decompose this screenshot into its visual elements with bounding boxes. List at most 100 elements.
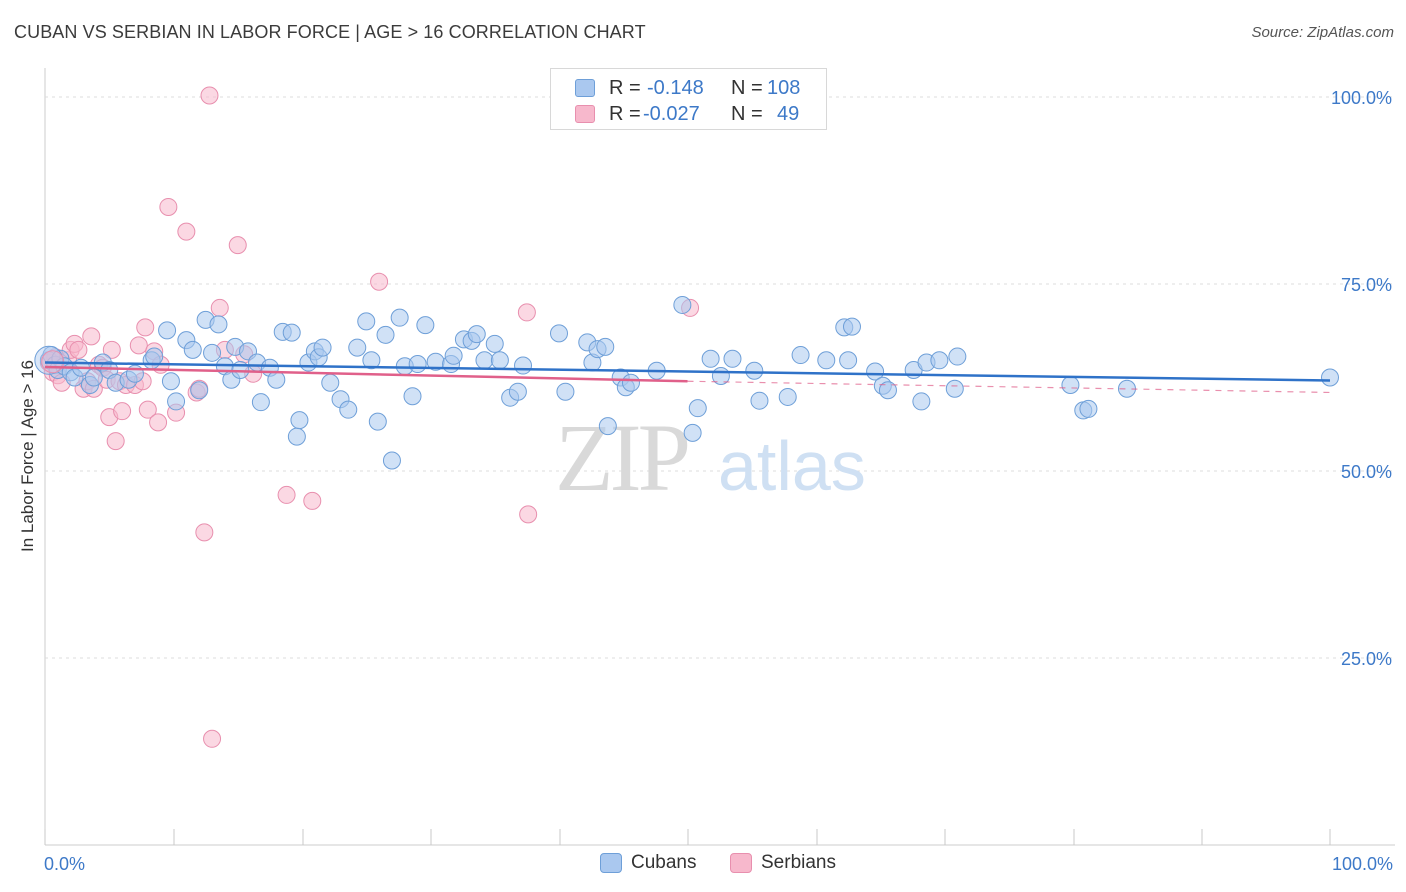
legend-r-value-cubans: -0.148 bbox=[647, 77, 704, 99]
cuban-point bbox=[1061, 375, 1080, 394]
cuban-point bbox=[598, 417, 617, 436]
serbian-point bbox=[113, 402, 132, 421]
cuban-point bbox=[84, 368, 103, 387]
legend-r-label: R = bbox=[609, 103, 641, 125]
y-tick-label: 50.0% bbox=[1341, 462, 1392, 482]
cuban-point bbox=[683, 423, 702, 442]
cuban-point bbox=[490, 351, 509, 370]
watermark-zip: ZIP bbox=[555, 404, 688, 511]
cubans-trend-line bbox=[44, 361, 1331, 382]
cuban-point bbox=[416, 316, 435, 335]
cuban-point bbox=[348, 338, 367, 357]
serbian-point bbox=[82, 327, 101, 346]
serbian-point bbox=[136, 318, 155, 337]
cuban-point bbox=[750, 391, 769, 410]
cubans-swatch-icon bbox=[575, 79, 595, 97]
serbian-point bbox=[106, 432, 125, 451]
cubans-legend-label: Cubans bbox=[631, 852, 697, 873]
cuban-point bbox=[290, 411, 309, 430]
cuban-point bbox=[556, 382, 575, 401]
cuban-point bbox=[158, 321, 177, 340]
chart-title: CUBAN VS SERBIAN IN LABOR FORCE | AGE > … bbox=[14, 22, 646, 42]
cuban-point bbox=[145, 347, 164, 366]
legend-r-label: R = bbox=[609, 77, 641, 99]
cuban-point bbox=[203, 343, 222, 362]
cuban-point bbox=[745, 361, 764, 380]
serbian-point bbox=[277, 485, 296, 504]
cuban-point bbox=[673, 295, 692, 314]
cuban-point bbox=[408, 355, 427, 374]
cuban-point bbox=[791, 346, 810, 365]
cuban-point bbox=[287, 427, 306, 446]
cuban-point bbox=[357, 312, 376, 331]
serbians-swatch-icon bbox=[575, 105, 595, 123]
cuban-point bbox=[190, 381, 209, 400]
cuban-point bbox=[842, 317, 861, 336]
cuban-point bbox=[1321, 368, 1339, 387]
cuban-point bbox=[161, 372, 180, 391]
x-tick-label: 0.0% bbox=[44, 854, 85, 874]
correlation-legend: R = -0.148 N = 108 R = -0.027 N = 49 bbox=[550, 68, 827, 130]
cuban-point bbox=[596, 337, 615, 356]
watermark-atlas: atlas bbox=[718, 427, 866, 505]
legend-n-label: N = bbox=[731, 103, 763, 125]
legend-n-label: N = bbox=[731, 77, 763, 99]
y-tick-label: 100.0% bbox=[1331, 88, 1392, 108]
y-tick-label: 25.0% bbox=[1341, 649, 1392, 669]
serbian-point bbox=[517, 303, 536, 322]
cuban-point bbox=[1079, 399, 1098, 418]
cuban-point bbox=[688, 399, 707, 418]
cuban-point bbox=[390, 308, 409, 327]
serbians-legend-label: Serbians bbox=[761, 852, 836, 873]
y-tick-label: 75.0% bbox=[1341, 275, 1392, 295]
serbian-point bbox=[303, 491, 322, 510]
serbian-point bbox=[159, 197, 178, 216]
serbians-trend-line bbox=[44, 365, 688, 383]
serbian-point bbox=[69, 340, 88, 359]
cuban-point bbox=[313, 338, 332, 357]
cuban-point bbox=[930, 351, 949, 370]
serbians-legend-icon bbox=[730, 853, 752, 873]
x-tick-label: 100.0% bbox=[1332, 854, 1393, 874]
cuban-point bbox=[878, 381, 897, 400]
cuban-point bbox=[183, 340, 202, 359]
serbian-point bbox=[203, 729, 222, 748]
cuban-point bbox=[550, 324, 568, 343]
cuban-point bbox=[339, 400, 358, 419]
chart-source: Source: ZipAtlas.com bbox=[1251, 24, 1394, 41]
cuban-point bbox=[866, 362, 885, 381]
serbian-point bbox=[200, 86, 219, 105]
cuban-point bbox=[282, 323, 301, 342]
cuban-point bbox=[945, 379, 964, 398]
cuban-point bbox=[621, 373, 640, 392]
serbian-point bbox=[195, 523, 214, 542]
cuban-point bbox=[382, 451, 401, 470]
cuban-point bbox=[508, 382, 527, 401]
cuban-point bbox=[167, 392, 186, 411]
serbian-point bbox=[138, 400, 157, 419]
serbian-point bbox=[177, 222, 196, 241]
cuban-point bbox=[485, 334, 504, 353]
y-axis-label: In Labor Force | Age > 16 bbox=[18, 359, 37, 553]
serbian-point bbox=[129, 336, 148, 355]
cuban-point bbox=[467, 325, 486, 344]
cuban-point bbox=[209, 315, 228, 334]
cuban-point bbox=[403, 387, 422, 406]
cuban-point bbox=[948, 347, 967, 366]
serbian-point bbox=[149, 413, 168, 432]
cuban-point bbox=[376, 325, 395, 344]
cuban-point bbox=[251, 393, 270, 412]
cuban-point bbox=[362, 351, 381, 370]
cuban-point bbox=[368, 412, 387, 431]
cuban-point bbox=[321, 373, 340, 392]
cuban-point bbox=[817, 351, 836, 370]
cuban-point bbox=[267, 370, 286, 389]
cuban-point bbox=[514, 356, 533, 375]
cuban-point bbox=[839, 351, 858, 370]
serbian-point bbox=[519, 505, 538, 524]
serbian-point bbox=[210, 298, 229, 317]
cuban-point bbox=[778, 387, 797, 406]
cuban-point bbox=[701, 349, 720, 368]
cuban-point bbox=[444, 346, 463, 365]
